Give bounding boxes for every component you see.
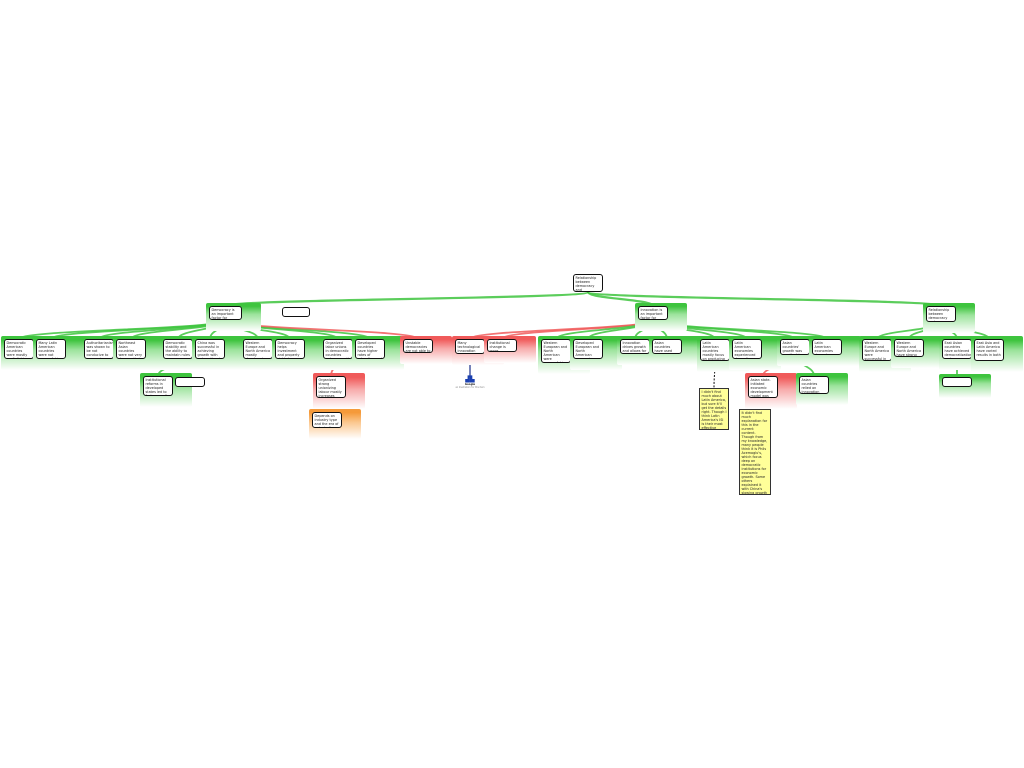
claim-text[interactable] — [942, 377, 972, 387]
chart-icon: ▟▙ — [465, 376, 475, 383]
image-label: Google — [464, 383, 476, 386]
claim-text[interactable]: Asian countries relied on innovation sin… — [799, 376, 829, 394]
google-image[interactable]: ▟▙ Google an illustration for this item — [455, 376, 485, 390]
claim-text[interactable]: Democratic American countries were mostl… — [4, 339, 34, 359]
note-text[interactable]: I didn't find much about Latin America, … — [699, 388, 729, 430]
claim-text[interactable]: Relationship between democracy and innov… — [926, 306, 956, 322]
claim-text[interactable]: Asian state-initiated economic developme… — [748, 376, 778, 398]
claim-text[interactable]: East Asia and Latin America have varied … — [974, 339, 1004, 361]
claim-text[interactable]: Institutional reforms in developed state… — [143, 376, 173, 396]
claim-text[interactable]: Organized strong unionizing labour mostl… — [316, 376, 346, 398]
claim-text[interactable]: Democracy helps investment and property … — [275, 339, 305, 359]
claim-text[interactable] — [175, 377, 205, 387]
claim-text[interactable]: East Asian countries have achieved democ… — [942, 339, 972, 359]
claim-text[interactable]: Latin American economies depend on natur… — [812, 339, 842, 355]
claim-text[interactable]: Depends on industry type and the era of … — [312, 412, 342, 428]
claim-text[interactable]: Institutional change is more important f… — [487, 339, 517, 352]
claim-text[interactable]: Northeast Asian countries were not very … — [116, 339, 146, 359]
claim-text[interactable]: Asian countries have used innovation to … — [652, 339, 682, 354]
claim-text[interactable]: Democratic stability and the ability to … — [163, 339, 193, 359]
claim-text[interactable]: Western Europe and North America have st… — [894, 339, 924, 357]
claim-text[interactable]: Relationship between democracy and innov… — [573, 274, 603, 292]
image-caption: an illustration for this item — [455, 386, 485, 389]
claim-text[interactable]: Innovation is an important factor for ec… — [638, 306, 668, 320]
claim-text[interactable]: Latin American economies experienced sta… — [732, 339, 762, 359]
claim-text[interactable]: Developed countries have higher rates of… — [355, 339, 385, 359]
claim-text[interactable]: Asian countries' growth was mostly drive… — [780, 339, 810, 355]
claim-text[interactable]: Western European and North American were… — [541, 339, 571, 363]
claim-text[interactable]: Innovation drives growth and allows for … — [620, 339, 650, 354]
claim-text[interactable]: Authoritarianism was shown to be not con… — [84, 339, 114, 359]
link-root-A — [224, 290, 590, 308]
claim-text[interactable]: Many Latin American countries were not s… — [36, 339, 66, 359]
claim-text[interactable]: Developed European and North American ec… — [573, 339, 603, 359]
claim-text[interactable]: Western Europe and North America were su… — [862, 339, 892, 361]
claim-text[interactable] — [282, 307, 310, 317]
claim-text[interactable]: China was successful in achieving growth… — [195, 339, 225, 359]
claim-text[interactable]: Unstable democracies are not able to imp… — [403, 339, 433, 353]
claim-text[interactable]: Western Europe and North America mostly … — [243, 339, 273, 359]
claim-text[interactable]: Organized labor unions in democratic cou… — [323, 339, 353, 359]
claim-text[interactable]: Latin American countries mostly focus on… — [700, 339, 730, 361]
claim-text[interactable]: Many technological innovation started in… — [455, 339, 485, 354]
note-text[interactable]: It didn't find much explanation for this… — [739, 409, 771, 495]
claim-text[interactable]: Democracy is an important factor for eco… — [209, 306, 242, 320]
